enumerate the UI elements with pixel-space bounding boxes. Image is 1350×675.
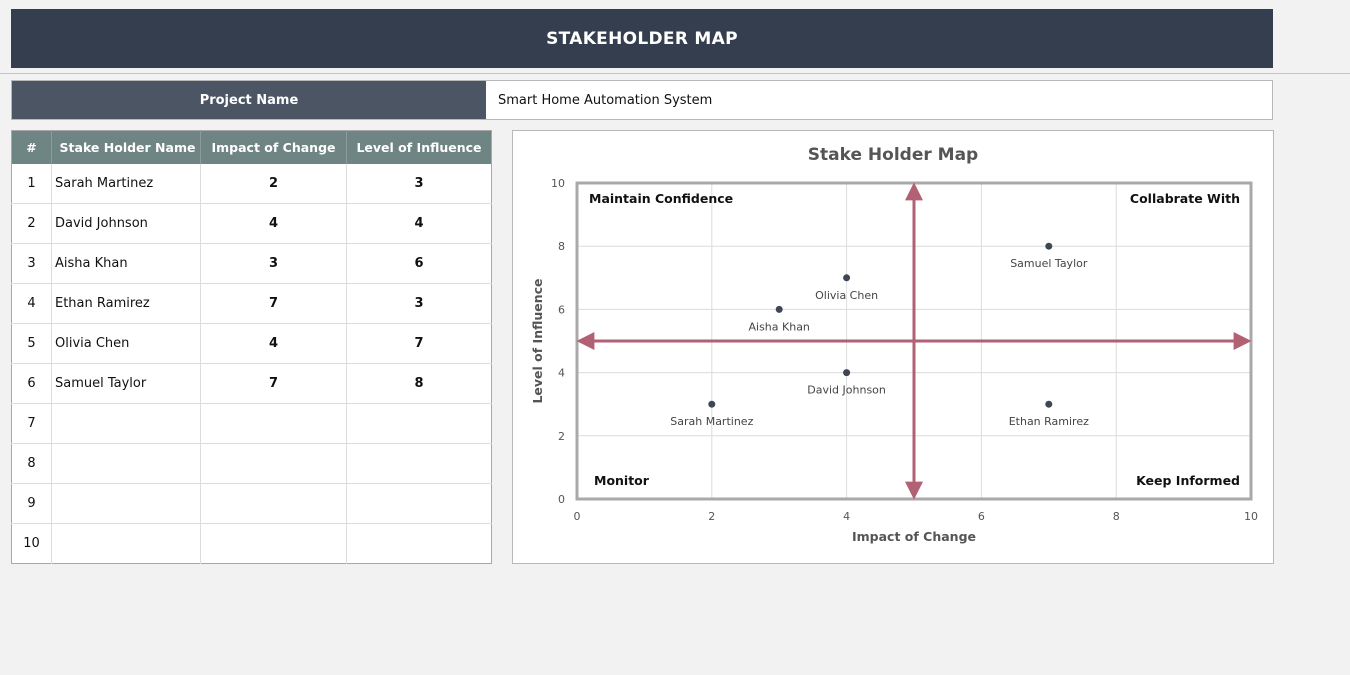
- table-row: 8: [11, 443, 492, 484]
- y-tick-label: 4: [558, 367, 565, 380]
- stakeholder-name-cell[interactable]: Aisha Khan: [51, 243, 201, 284]
- stakeholder-name-cell[interactable]: Olivia Chen: [51, 323, 201, 364]
- stakeholder-name-cell[interactable]: [51, 403, 201, 444]
- quadrant-label-top-right: Collabrate With: [1130, 191, 1240, 206]
- row-number-cell[interactable]: 9: [11, 483, 52, 524]
- data-point-label: Sarah Martinez: [670, 415, 753, 428]
- impact-cell[interactable]: [200, 403, 347, 444]
- project-name-label: Project Name: [12, 81, 486, 119]
- stakeholder-name-cell[interactable]: Ethan Ramirez: [51, 283, 201, 324]
- table-row: 3 Aisha Khan 3 6: [11, 243, 492, 284]
- influence-cell[interactable]: 4: [346, 203, 492, 244]
- influence-cell[interactable]: [347, 524, 492, 564]
- row-number-cell[interactable]: 6: [11, 363, 52, 404]
- row-number-cell[interactable]: 3: [11, 243, 52, 284]
- y-tick-label: 0: [558, 493, 565, 506]
- influence-cell[interactable]: [346, 443, 492, 484]
- table-header-row: # Stake Holder Name Impact of Change Lev…: [11, 130, 492, 164]
- stakeholder-name-cell[interactable]: [51, 523, 201, 564]
- influence-cell[interactable]: [346, 403, 492, 444]
- y-tick-label: 2: [558, 430, 565, 443]
- column-header-influence: Level of Influence: [346, 130, 492, 164]
- table-row: 1 Sarah Martinez 2 3: [11, 164, 492, 204]
- header-divider: [0, 73, 1350, 74]
- x-tick-label: 8: [1113, 510, 1120, 523]
- x-tick-label: 10: [1244, 510, 1258, 523]
- stakeholder-name-cell[interactable]: Sarah Martinez: [51, 164, 201, 204]
- impact-cell[interactable]: 4: [200, 203, 347, 244]
- data-point-label: Samuel Taylor: [1010, 257, 1088, 270]
- impact-cell[interactable]: 7: [200, 363, 347, 404]
- data-point: [1045, 400, 1053, 408]
- project-row: Project Name Smart Home Automation Syste…: [11, 80, 1273, 120]
- x-tick-label: 2: [708, 510, 715, 523]
- data-point: [843, 369, 851, 377]
- impact-cell[interactable]: [200, 483, 347, 524]
- impact-cell[interactable]: 4: [200, 323, 347, 364]
- column-header-number: #: [11, 130, 52, 164]
- data-point: [775, 305, 783, 313]
- x-tick-label: 6: [978, 510, 985, 523]
- quadrant-label-top-left: Maintain Confidence: [589, 191, 733, 206]
- impact-cell[interactable]: [200, 443, 347, 484]
- y-tick-label: 6: [558, 303, 565, 316]
- chart-canvas: Stake Holder Map 0 2 4 6 8 10 0 2 4 6 8 10 Impact of …: [530, 145, 1258, 544]
- y-tick-label: 10: [551, 177, 565, 190]
- table-row: 2 David Johnson 4 4: [11, 203, 492, 244]
- influence-cell[interactable]: 3: [346, 164, 492, 204]
- data-point: [1045, 242, 1053, 250]
- row-number-cell[interactable]: 2: [11, 203, 52, 244]
- data-point: [708, 400, 716, 408]
- row-number-cell[interactable]: 5: [11, 323, 52, 364]
- table-row: 7: [11, 403, 492, 444]
- impact-cell[interactable]: 2: [200, 164, 347, 204]
- x-axis-label: Impact of Change: [852, 529, 976, 544]
- chart-title: Stake Holder Map: [808, 145, 978, 165]
- influence-cell[interactable]: 7: [346, 323, 492, 364]
- x-tick-label: 4: [843, 510, 850, 523]
- table-row: 10: [11, 523, 492, 564]
- table-row: 6 Samuel Taylor 7 8: [11, 363, 492, 404]
- stakeholder-chart: Stake Holder Map 0 2 4 6 8 10 0 2 4 6 8 10 Impact of …: [512, 130, 1274, 564]
- page-title: STAKEHOLDER MAP: [11, 9, 1273, 68]
- row-number-cell[interactable]: 8: [11, 443, 52, 484]
- column-header-name: Stake Holder Name: [51, 130, 201, 164]
- stakeholder-table: # Stake Holder Name Impact of Change Lev…: [11, 130, 492, 564]
- influence-cell[interactable]: [346, 483, 492, 524]
- y-axis-label: Level of Influence: [530, 278, 545, 403]
- stakeholder-name-cell[interactable]: Samuel Taylor: [51, 363, 201, 404]
- table-row: 5 Olivia Chen 4 7: [11, 323, 492, 364]
- column-header-impact: Impact of Change: [200, 130, 347, 164]
- quadrant-label-bottom-right: Keep Informed: [1136, 473, 1240, 488]
- table-row: 9: [11, 483, 492, 524]
- data-point-label: Olivia Chen: [815, 289, 878, 302]
- data-point-label: Aisha Khan: [748, 320, 809, 333]
- data-point-label: David Johnson: [807, 384, 886, 397]
- impact-cell[interactable]: [200, 523, 347, 564]
- influence-cell[interactable]: 3: [346, 283, 492, 324]
- table-row: 4 Ethan Ramirez 7 3: [11, 283, 492, 324]
- influence-cell[interactable]: 8: [346, 363, 492, 404]
- row-number-cell[interactable]: 7: [11, 403, 52, 444]
- row-number-cell[interactable]: 4: [11, 283, 52, 324]
- data-point: [843, 274, 851, 282]
- quadrant-label-bottom-left: Monitor: [594, 473, 650, 488]
- project-name-value[interactable]: Smart Home Automation System: [498, 92, 713, 108]
- influence-cell[interactable]: 6: [346, 243, 492, 284]
- stakeholder-name-cell[interactable]: [51, 443, 201, 484]
- stakeholder-name-cell[interactable]: [51, 483, 201, 524]
- stakeholder-name-cell[interactable]: David Johnson: [51, 203, 201, 244]
- row-number-cell[interactable]: 1: [11, 164, 52, 204]
- impact-cell[interactable]: 3: [200, 243, 347, 284]
- data-point-label: Ethan Ramirez: [1009, 415, 1089, 428]
- y-tick-label: 8: [558, 240, 565, 253]
- x-tick-label: 0: [574, 510, 581, 523]
- impact-cell[interactable]: 7: [200, 283, 347, 324]
- row-number-cell[interactable]: 10: [11, 523, 52, 564]
